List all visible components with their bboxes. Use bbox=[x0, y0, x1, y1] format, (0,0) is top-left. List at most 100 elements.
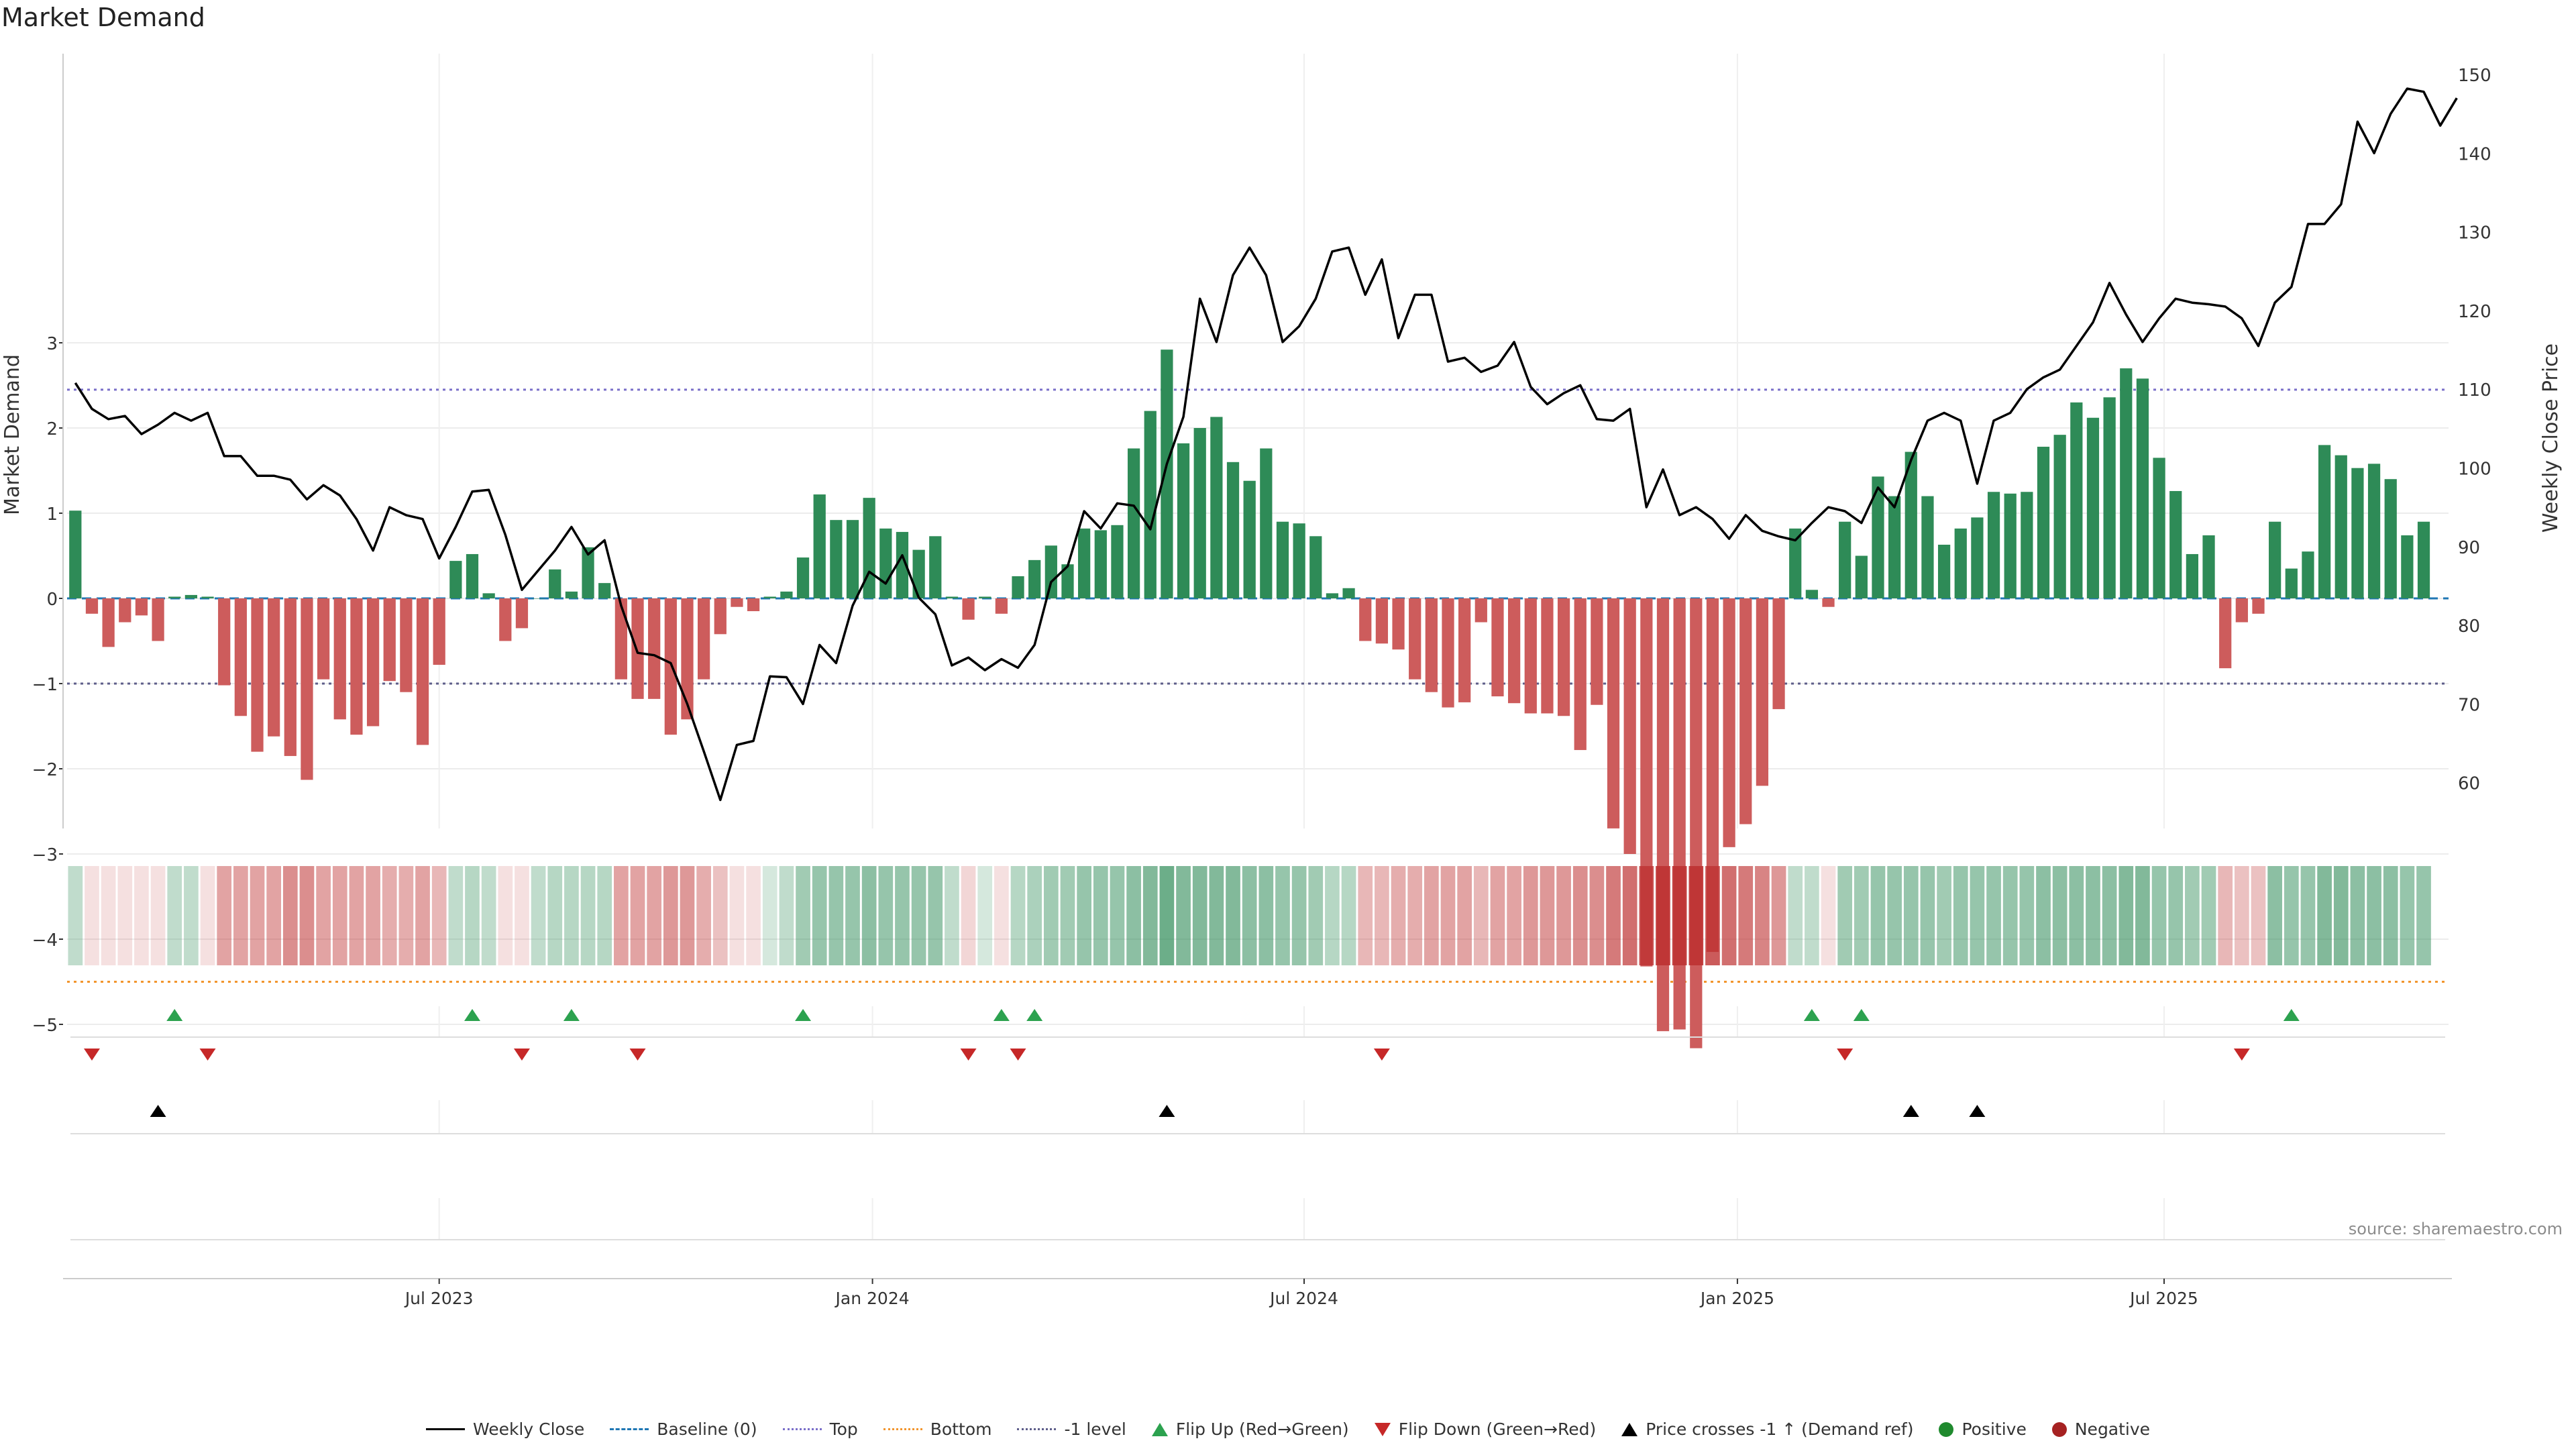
demand-bar-negative bbox=[499, 598, 512, 641]
flip-up-marker bbox=[1853, 1009, 1870, 1021]
demand-bar-negative bbox=[1607, 598, 1620, 828]
heat-cell bbox=[994, 866, 1009, 965]
legend-item: Baseline (0) bbox=[610, 1419, 757, 1439]
demand-bar-positive bbox=[1111, 525, 1124, 598]
heat-cell bbox=[1986, 866, 2001, 965]
demand-bar-positive bbox=[912, 549, 925, 598]
demand-bar-negative bbox=[433, 598, 445, 665]
demand-bar-positive bbox=[2186, 553, 2199, 598]
demand-bar-positive bbox=[1078, 528, 1091, 598]
heat-cell bbox=[2284, 866, 2299, 965]
flip-down-marker bbox=[1010, 1049, 1026, 1061]
demand-bar-negative bbox=[1822, 598, 1835, 607]
heat-cell bbox=[2218, 866, 2233, 965]
heat-cell bbox=[812, 866, 827, 965]
demand-bar-positive bbox=[2269, 521, 2282, 598]
y2-tick-label: 80 bbox=[2458, 616, 2480, 637]
demand-bar-positive bbox=[1061, 564, 1074, 598]
heat-cell bbox=[1291, 866, 1307, 965]
heat-cell bbox=[1887, 866, 1902, 965]
heat-cell bbox=[134, 866, 149, 965]
demand-bar-negative bbox=[962, 598, 975, 620]
demand-bar-negative bbox=[218, 598, 231, 686]
y2-tick-label: 130 bbox=[2458, 223, 2491, 244]
demand-bar-positive bbox=[796, 557, 810, 598]
legend-item: Flip Up (Red→Green) bbox=[1151, 1419, 1349, 1439]
demand-bar-positive bbox=[2417, 521, 2430, 598]
demand-bar-positive bbox=[2021, 492, 2033, 598]
demand-bar-negative bbox=[2235, 598, 2248, 623]
demand-bar-positive bbox=[2202, 535, 2215, 598]
heat-cell bbox=[217, 866, 232, 965]
demand-bar-positive bbox=[979, 596, 991, 598]
heat-cell bbox=[1788, 866, 1803, 965]
heat-cell bbox=[184, 866, 199, 965]
y2-tick-label: 140 bbox=[2458, 144, 2491, 164]
legend-item: Negative bbox=[2051, 1419, 2150, 1439]
heat-cell bbox=[911, 866, 926, 965]
heat-cell bbox=[1110, 866, 1125, 965]
heat-cell bbox=[2201, 866, 2216, 965]
y2-tick-label: 100 bbox=[2458, 460, 2491, 480]
heat-cell bbox=[977, 866, 993, 965]
demand-bar-positive bbox=[1342, 588, 1355, 598]
weekly-close-line bbox=[74, 87, 2458, 802]
heat-cell bbox=[762, 866, 777, 965]
demand-bar-negative bbox=[1690, 598, 1703, 1049]
demand-bar-positive bbox=[2103, 397, 2116, 598]
heat-cell bbox=[580, 866, 596, 965]
heat-cell bbox=[1672, 866, 1687, 965]
demand-bar-negative bbox=[1591, 598, 1603, 705]
demand-bar-positive bbox=[1309, 536, 1322, 598]
demand-bar-negative bbox=[1474, 598, 1487, 623]
heat-cell bbox=[2234, 866, 2249, 965]
heat-cell bbox=[233, 866, 248, 965]
demand-bar-positive bbox=[1805, 590, 1818, 598]
demand-bar-positive bbox=[863, 498, 875, 598]
y-tick-label: −2 bbox=[32, 760, 58, 780]
heat-cell bbox=[1159, 866, 1175, 965]
y2-tick-label: 70 bbox=[2458, 695, 2480, 715]
heat-cell bbox=[1010, 866, 1026, 965]
flip-down-marker bbox=[199, 1049, 216, 1061]
demand-bar-positive bbox=[69, 511, 82, 598]
heat-cell bbox=[1308, 866, 1324, 965]
flip-up-marker bbox=[563, 1009, 580, 1021]
legend-symbol-icon bbox=[883, 1428, 922, 1430]
demand-bar-positive bbox=[1193, 428, 1206, 598]
heat-cell bbox=[729, 866, 745, 965]
demand-bar-positive bbox=[2401, 535, 2414, 598]
demand-bar-positive bbox=[1888, 496, 1901, 598]
flip-down-marker bbox=[960, 1049, 977, 1061]
demand-bar-positive bbox=[1937, 544, 1951, 598]
heat-cell bbox=[2102, 866, 2117, 965]
price-cross-marker bbox=[1902, 1105, 1919, 1117]
demand-bar-positive bbox=[1012, 576, 1024, 598]
heat-cell bbox=[382, 866, 397, 965]
heat-cell bbox=[101, 866, 116, 965]
heat-cell bbox=[647, 866, 662, 965]
heat-cell bbox=[167, 866, 182, 965]
y-tick-label: −3 bbox=[32, 845, 58, 865]
demand-bar-positive bbox=[2367, 464, 2381, 598]
x-tick-label: Jan 2024 bbox=[835, 1289, 910, 1308]
demand-bar-negative bbox=[1425, 598, 1438, 692]
heat-cell bbox=[1854, 866, 1869, 965]
legend-item: Weekly Close bbox=[425, 1419, 584, 1439]
demand-bar-positive bbox=[896, 531, 909, 598]
heat-cell bbox=[2036, 866, 2051, 965]
demand-bar-negative bbox=[1656, 598, 1670, 1032]
y-tick-label: −1 bbox=[32, 675, 58, 695]
legend-symbol-icon bbox=[1151, 1422, 1168, 1436]
heat-cell bbox=[1870, 866, 1886, 965]
y2-axis-label: Weekly Close Price bbox=[2539, 343, 2563, 533]
heat-cell bbox=[1358, 866, 1373, 965]
demand-bar-positive bbox=[201, 596, 214, 598]
heat-cell bbox=[1837, 866, 1853, 965]
legend-symbol-icon bbox=[425, 1428, 465, 1430]
legend: Weekly Close Baseline (0) Top Bottom -1 leve… bbox=[0, 1419, 2576, 1439]
demand-bar-positive bbox=[449, 561, 462, 598]
heat-cell bbox=[1077, 866, 1091, 965]
flip-up-marker bbox=[464, 1009, 480, 1021]
